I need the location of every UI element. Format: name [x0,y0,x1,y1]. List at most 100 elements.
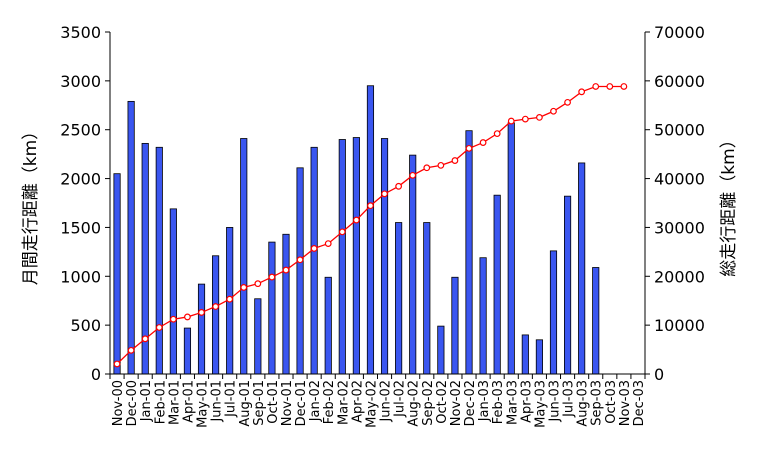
line-point-Feb-03 [493,130,501,138]
x-tick-label: Jul-02 [393,380,408,418]
right-tick-label: 40000 [654,170,705,189]
line-point-Aug-01 [240,284,248,291]
x-tick-label: Nov-03 [618,380,633,426]
x-tick-label: Mar-01 [167,380,182,425]
left-tick-label: 2000 [60,170,101,189]
line-point-Jul-03 [564,98,571,106]
line-point-Jan-02 [310,245,318,252]
x-tick-label: Mar-02 [336,380,351,425]
x-tick-label: Sep-01 [252,380,267,426]
x-tick-label: Sep-02 [421,380,436,426]
right-axis-title: 総走行距離（km） [719,131,739,276]
bar-Oct-01 [268,241,276,375]
line-point-Feb-01 [155,324,163,331]
line-point-Jul-01 [226,295,234,303]
right-axis-ticks: 0 10000 20000 30000 40000 50000 60000 70000 [645,23,705,384]
left-tick-label: 0 [91,365,101,384]
bar-Sep-02 [423,222,431,375]
line-point-May-03 [536,113,543,121]
left-tick-label: 1500 [60,218,101,237]
line-point-Sep-01 [254,280,262,288]
bar-Jul-03 [564,195,572,375]
left-tick-label: 3000 [60,72,101,91]
x-tick-label: Jan-01 [139,380,154,422]
line-point-Jan-01 [141,335,149,343]
bar-Sep-01 [254,298,262,375]
line-point-Dec-01 [296,256,304,264]
bar-Aug-01 [240,138,248,375]
line-point-Oct-02 [437,161,445,169]
bar-Mar-03 [507,122,515,375]
line-point-Aug-03 [578,88,586,96]
x-tick-label: Dec-01 [294,380,309,426]
x-tick-label: Sep-03 [590,380,605,426]
x-tick-label: Apr-01 [181,380,196,423]
bar-Nov-02 [451,276,459,375]
x-tick-label: Apr-03 [519,380,534,423]
line-point-Oct-01 [268,273,276,281]
line-point-Mar-01 [169,315,177,323]
line-point-Aug-02 [409,171,417,179]
line-point-Nov-03 [620,83,628,90]
x-tick-label: May-03 [533,380,548,428]
bar-Aug-03 [578,162,586,375]
line-point-Sep-03 [592,83,600,90]
bar-Aug-02 [409,154,417,375]
bar-Feb-02 [324,276,332,375]
x-tick-label: Jul-03 [562,380,577,418]
bar-series [113,85,600,375]
line-point-Oct-03 [606,83,614,90]
line-point-Jun-02 [381,190,388,198]
x-tick-label: Mar-03 [505,380,520,425]
x-tick-label: Jun-01 [210,380,225,423]
line-point-Apr-02 [352,216,360,224]
left-axis-ticks: 0 500 1000 1500 2000 2500 3000 3500 [60,23,110,384]
x-tick-label: Dec-02 [463,380,478,426]
x-tick-label: Feb-01 [153,380,168,424]
left-tick-label: 2500 [60,121,101,140]
bar-Dec-02 [465,130,473,375]
bar-Jun-01 [212,255,220,375]
line-point-Dec-00 [127,346,135,354]
x-tick-label: Aug-03 [576,380,591,427]
line-point-Mar-02 [338,228,346,236]
line-point-Mar-03 [507,117,515,125]
x-tick-label: Jun-02 [379,380,394,423]
x-tick-label: Oct-03 [604,380,619,424]
right-tick-label: 0 [654,365,664,384]
bar-May-02 [366,85,375,375]
bar-Nov-00 [113,173,121,375]
bar-Sep-03 [592,267,600,375]
x-tick-label: Jan-02 [308,380,323,422]
line-point-May-01 [198,309,205,316]
x-tick-label: Aug-01 [238,380,253,427]
x-tick-label: Nov-01 [280,380,295,426]
right-tick-label: 50000 [654,121,705,140]
x-tick-label: May-01 [196,380,211,428]
x-tick-label: Nov-00 [111,380,126,426]
bar-Jun-02 [380,138,389,375]
bar-Jun-03 [549,250,558,375]
bar-Oct-02 [437,325,445,375]
left-axis-title: 月間走行距離（km） [21,123,41,285]
bar-Mar-01 [169,208,177,375]
line-point-Nov-00 [113,360,121,368]
line-point-Jun-01 [212,303,219,310]
x-tick-label: Aug-02 [407,380,422,427]
x-tick-label: Feb-02 [322,380,337,424]
x-tick-label: Oct-02 [435,380,450,424]
line-point-Apr-03 [521,115,529,123]
x-tick-label: Nov-02 [449,380,464,426]
bar-Nov-01 [282,233,290,375]
bar-Dec-00 [127,100,135,375]
x-axis-ticks: Nov-00 Dec-00 Jan-01 Feb-01 Mar-01 Apr-01 May-… [109,374,647,428]
bar-Mar-02 [338,139,346,375]
left-tick-label: 500 [70,316,101,335]
right-tick-label: 70000 [654,23,705,42]
line-point-Jun-03 [550,107,557,115]
right-tick-label: 20000 [654,267,705,286]
bar-Feb-01 [155,146,163,375]
line-point-Nov-01 [282,266,290,274]
